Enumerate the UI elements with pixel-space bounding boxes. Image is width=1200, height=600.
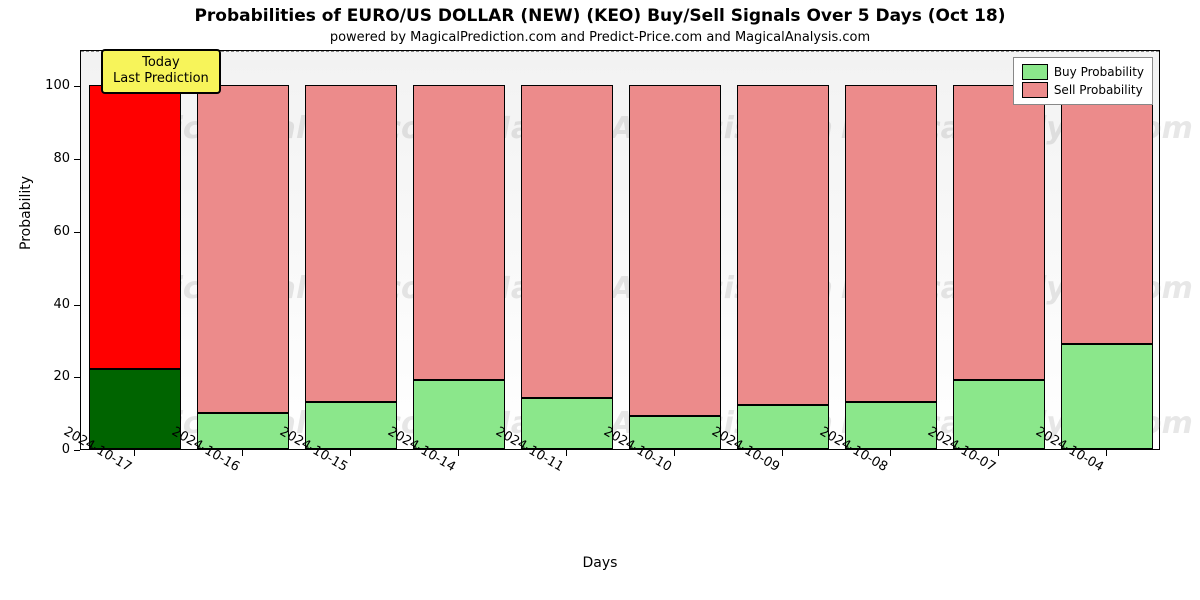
bar-sell [737, 85, 829, 405]
x-tick-mark [242, 450, 243, 456]
reference-line [81, 51, 1159, 52]
today-annotation: Today Last Prediction [101, 49, 221, 94]
x-tick-mark [998, 450, 999, 456]
bar-sell [521, 85, 613, 398]
y-tick-mark [74, 159, 80, 160]
x-tick-mark [782, 450, 783, 456]
legend-swatch [1022, 82, 1048, 98]
x-tick-mark [134, 450, 135, 456]
bar-sell [629, 85, 721, 416]
y-tick-mark [74, 232, 80, 233]
annotation-line1: Today [113, 55, 209, 71]
y-tick-label: 80 [30, 151, 70, 166]
legend-label: Buy Probability [1054, 65, 1144, 79]
y-tick-label: 0 [30, 442, 70, 457]
y-tick-label: 100 [30, 78, 70, 93]
legend-item: Sell Probability [1022, 82, 1144, 98]
chart-title: Probabilities of EURO/US DOLLAR (NEW) (K… [0, 6, 1200, 26]
x-axis-label: Days [0, 555, 1200, 571]
bar-sell [845, 85, 937, 401]
bar-sell [305, 85, 397, 401]
x-tick-mark [1106, 450, 1107, 456]
y-axis-label: Probability [18, 176, 34, 250]
bar-sell [197, 85, 289, 412]
x-tick-mark [350, 450, 351, 456]
legend-swatch [1022, 64, 1048, 80]
bar-sell [413, 85, 505, 380]
x-tick-mark [890, 450, 891, 456]
bar-sell [1061, 85, 1153, 343]
y-tick-label: 60 [30, 224, 70, 239]
annotation-line2: Last Prediction [113, 71, 209, 87]
y-tick-label: 20 [30, 369, 70, 384]
legend-item: Buy Probability [1022, 64, 1144, 80]
bar-buy [1061, 344, 1153, 449]
x-tick-mark [458, 450, 459, 456]
y-tick-mark [74, 305, 80, 306]
bar-sell [89, 85, 181, 369]
x-tick-mark [566, 450, 567, 456]
y-tick-mark [74, 377, 80, 378]
x-tick-mark [674, 450, 675, 456]
legend-label: Sell Probability [1054, 83, 1143, 97]
plot-area: Buy Probability Sell Probability Today La… [80, 50, 1160, 450]
y-tick-mark [74, 86, 80, 87]
chart-subtitle: powered by MagicalPrediction.com and Pre… [0, 30, 1200, 45]
bar-sell [953, 85, 1045, 380]
y-tick-mark [74, 450, 80, 451]
y-tick-label: 40 [30, 297, 70, 312]
legend: Buy Probability Sell Probability [1013, 57, 1153, 105]
